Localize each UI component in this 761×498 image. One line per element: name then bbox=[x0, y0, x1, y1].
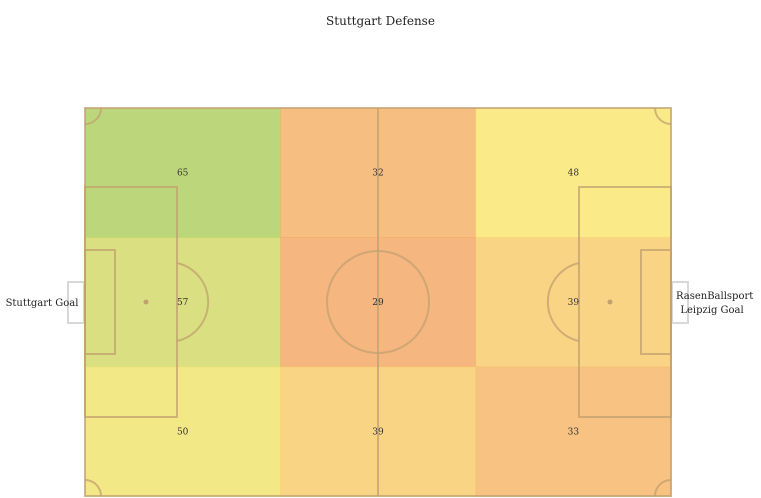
zone-value-r3-c2: 39 bbox=[372, 427, 384, 437]
zone-value-r1-c3: 48 bbox=[568, 169, 580, 179]
right-goal-label: RasenBallsport Leipzig Goal bbox=[676, 290, 754, 318]
zone-cell-r2-c1 bbox=[85, 237, 281, 368]
left-six-yard-box bbox=[84, 249, 116, 355]
zone-value-r3-c1: 50 bbox=[177, 427, 189, 437]
left-penalty-arc bbox=[176, 262, 210, 342]
left-goal-label: Stuttgart Goal bbox=[4, 297, 80, 311]
zone-label-layer: 65 32 48 57 29 39 50 39 33 bbox=[177, 169, 579, 438]
corner-arc-top-right bbox=[654, 107, 672, 125]
right-penalty-spot bbox=[607, 299, 613, 305]
pitch-markings bbox=[67, 107, 689, 497]
zone-value-r2-c1: 57 bbox=[177, 298, 189, 308]
right-six-yard-box bbox=[640, 249, 672, 355]
right-goal-text-line1: RasenBallsport bbox=[676, 291, 754, 302]
center-circle bbox=[326, 250, 430, 354]
zone-cell-r1-c1 bbox=[85, 108, 281, 238]
center-spot bbox=[375, 299, 381, 305]
corner-arc-top-left bbox=[84, 107, 102, 125]
zone-value-r3-c3: 33 bbox=[568, 427, 580, 437]
chart-title: Stuttgart Defense bbox=[326, 14, 435, 28]
corner-arc-bottom-left bbox=[84, 479, 102, 497]
right-penalty-arc bbox=[546, 262, 580, 342]
zone-cell-r3-c1 bbox=[85, 366, 281, 497]
left-goal-text: Stuttgart Goal bbox=[5, 298, 79, 309]
zone-value-r1-c1: 65 bbox=[177, 169, 189, 179]
left-penalty-spot bbox=[143, 299, 149, 305]
zone-cell-r2-c3 bbox=[475, 237, 672, 368]
zone-value-r1-c2: 32 bbox=[372, 169, 383, 179]
zone-cell-r3-c3 bbox=[475, 366, 672, 497]
zone-value-r2-c3: 39 bbox=[568, 298, 580, 308]
right-goal-text-line2: Leipzig Goal bbox=[680, 305, 744, 316]
zone-value-r2-c2: 29 bbox=[372, 298, 384, 308]
corner-arc-bottom-right bbox=[654, 479, 672, 497]
zone-cell-r1-c3 bbox=[475, 108, 672, 238]
